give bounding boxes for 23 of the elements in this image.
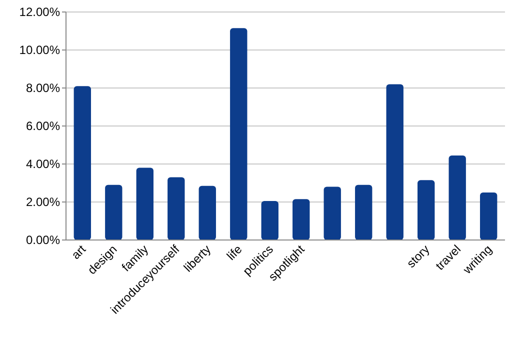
y-tick-label: 4.00% <box>26 157 60 172</box>
bar <box>386 84 404 240</box>
bar <box>230 28 248 240</box>
bar <box>448 155 466 240</box>
bar <box>292 199 310 240</box>
y-tick-label: 0.00% <box>26 233 60 248</box>
bar <box>261 201 278 240</box>
x-tick-label: life <box>224 242 245 263</box>
y-tick-label: 10.00% <box>19 43 60 58</box>
y-tick-label: 6.00% <box>26 119 60 134</box>
bar <box>418 180 435 240</box>
y-tick-label: 2.00% <box>26 195 60 210</box>
y-tick-label: 12.00% <box>19 5 60 20</box>
bar <box>136 168 154 240</box>
bar <box>480 192 498 240</box>
x-tick-label: art <box>68 242 89 262</box>
bar <box>105 184 122 240</box>
bar <box>324 186 341 240</box>
bar <box>168 177 185 240</box>
bar <box>355 184 372 240</box>
bar <box>198 186 216 240</box>
bar <box>74 86 91 240</box>
y-tick-label: 8.00% <box>26 81 60 96</box>
